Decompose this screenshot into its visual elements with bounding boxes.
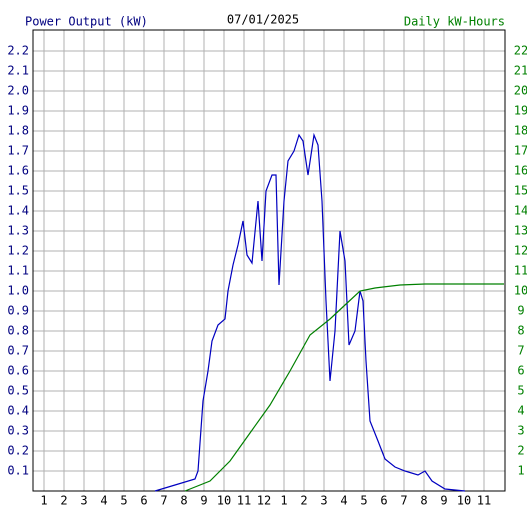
y2-tick-label: 14 [514, 204, 527, 218]
x-tick-label: 5 [120, 494, 127, 508]
y2-tick-label: 6 [517, 364, 524, 378]
y-tick-label: 2.1 [7, 64, 29, 78]
y2-tick-label: 7 [517, 344, 524, 358]
y-tick-label: 1.0 [7, 284, 29, 298]
x-tick-label: 12 [257, 494, 271, 508]
x-tick-label: 6 [380, 494, 387, 508]
y-axis-title: Power Output (kW) [25, 15, 148, 29]
y-tick-label: 0.2 [7, 444, 29, 458]
x-tick-label: 9 [200, 494, 207, 508]
y2-tick-label: 9 [517, 304, 524, 318]
y2-tick-label: 12 [514, 244, 527, 258]
y-tick-label: 1.6 [7, 164, 29, 178]
x-tick-label: 11 [237, 494, 251, 508]
y2-tick-label: 8 [517, 324, 524, 338]
y-tick-label: 1.4 [7, 204, 29, 218]
x-tick-label: 6 [140, 494, 147, 508]
plot-background [33, 30, 505, 491]
y-tick-label: 0.5 [7, 384, 29, 398]
y2-tick-label: 18 [514, 124, 527, 138]
x-tick-label: 8 [180, 494, 187, 508]
y2-tick-label: 10 [514, 284, 527, 298]
y2-tick-label: 21 [514, 64, 527, 78]
y2-tick-label: 2 [517, 444, 524, 458]
y-tick-label: 1.1 [7, 264, 29, 278]
x-tick-label: 7 [400, 494, 407, 508]
y-tick-label: 0.3 [7, 424, 29, 438]
x-tick-label: 8 [420, 494, 427, 508]
y-tick-label: 0.9 [7, 304, 29, 318]
y2-axis-title: Daily kW-Hours [404, 15, 505, 29]
x-tick-label: 10 [217, 494, 231, 508]
y2-tick-label: 1 [517, 464, 524, 478]
x-tick-label: 2 [300, 494, 307, 508]
y-tick-label: 0.4 [7, 404, 29, 418]
y-tick-label: 1.8 [7, 124, 29, 138]
y-tick-label: 0.8 [7, 324, 29, 338]
y-tick-label: 0.1 [7, 464, 29, 478]
y2-tick-label: 19 [514, 104, 527, 118]
x-tick-label: 7 [160, 494, 167, 508]
y2-tick-label: 17 [514, 144, 527, 158]
x-tick-label: 4 [340, 494, 347, 508]
y-tick-label: 0.6 [7, 364, 29, 378]
y-tick-label: 1.3 [7, 224, 29, 238]
y2-tick-label: 11 [514, 264, 527, 278]
y2-tick-label: 5 [517, 384, 524, 398]
x-tick-label: 9 [440, 494, 447, 508]
y-tick-label: 1.7 [7, 144, 29, 158]
series-line [184, 283, 504, 492]
x-tick-label: 10 [457, 494, 471, 508]
x-tick-label: 3 [320, 494, 327, 508]
x-tick-label: 11 [477, 494, 491, 508]
y2-tick-label: 4 [517, 404, 524, 418]
y-tick-label: 2.2 [7, 44, 29, 58]
plot-frame [32, 29, 506, 492]
y2-tick-label: 16 [514, 164, 527, 178]
x-tick-label: 1 [40, 494, 47, 508]
y2-tick-label: 13 [514, 224, 527, 238]
y2-tick-label: 15 [514, 184, 527, 198]
x-tick-label: 3 [80, 494, 87, 508]
x-tick-label: 2 [60, 494, 67, 508]
y-tick-label: 1.5 [7, 184, 29, 198]
y2-tick-label: 20 [514, 84, 527, 98]
x-tick-label: 1 [280, 494, 287, 508]
y2-tick-label: 22 [514, 44, 527, 58]
y-tick-label: 1.9 [7, 104, 29, 118]
series-line [154, 132, 466, 492]
y2-tick-label: 3 [517, 424, 524, 438]
y-tick-label: 2.0 [7, 84, 29, 98]
chart-title: 07/01/2025 [227, 13, 299, 27]
y-tick-label: 1.2 [7, 244, 29, 258]
y-tick-label: 0.7 [7, 344, 29, 358]
x-tick-label: 4 [100, 494, 107, 508]
x-tick-label: 5 [360, 494, 367, 508]
